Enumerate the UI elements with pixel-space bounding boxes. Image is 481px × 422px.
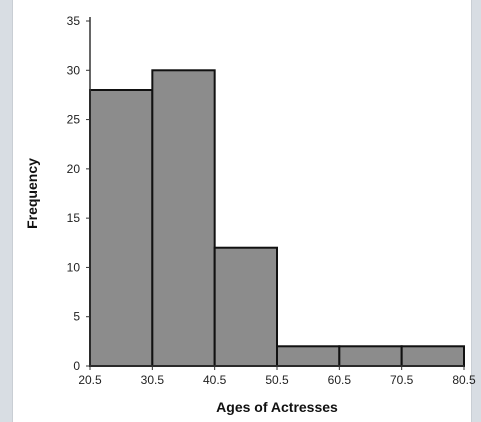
histogram-bar-4 <box>338 345 403 367</box>
y-tick-label: 25 <box>67 113 81 127</box>
x-axis-title: Ages of Actresses <box>216 399 338 415</box>
bars-group <box>89 69 465 368</box>
y-tick-label: 20 <box>67 162 81 176</box>
y-axis-title: Frequency <box>24 158 40 229</box>
y-tick-label: 5 <box>73 310 80 324</box>
y-tick-label: 15 <box>67 211 81 225</box>
histogram-bar-0 <box>89 89 154 367</box>
x-tick-label: 70.5 <box>390 373 414 387</box>
x-tick-label: 60.5 <box>328 373 352 387</box>
x-tick-label: 80.5 <box>452 373 476 387</box>
y-tick-label: 35 <box>67 14 81 28</box>
histogram-bar-5 <box>400 345 465 367</box>
y-tick-label: 10 <box>67 260 81 274</box>
y-ticks-group: 0 5 10 15 20 25 30 35 <box>67 14 90 373</box>
histogram-bar-2 <box>213 246 279 367</box>
x-tick-label: 40.5 <box>203 373 227 387</box>
y-tick-label: 0 <box>73 359 80 373</box>
y-tick-label: 30 <box>67 63 81 77</box>
x-tick-label: 20.5 <box>78 373 102 387</box>
x-ticks-group: 20.5 30.5 40.5 50.5 60.5 70.5 80.5 <box>78 366 476 387</box>
x-tick-label: 50.5 <box>265 373 289 387</box>
histogram-bar-3 <box>276 345 341 367</box>
histogram-bar-1 <box>151 69 216 368</box>
x-tick-label: 30.5 <box>141 373 165 387</box>
